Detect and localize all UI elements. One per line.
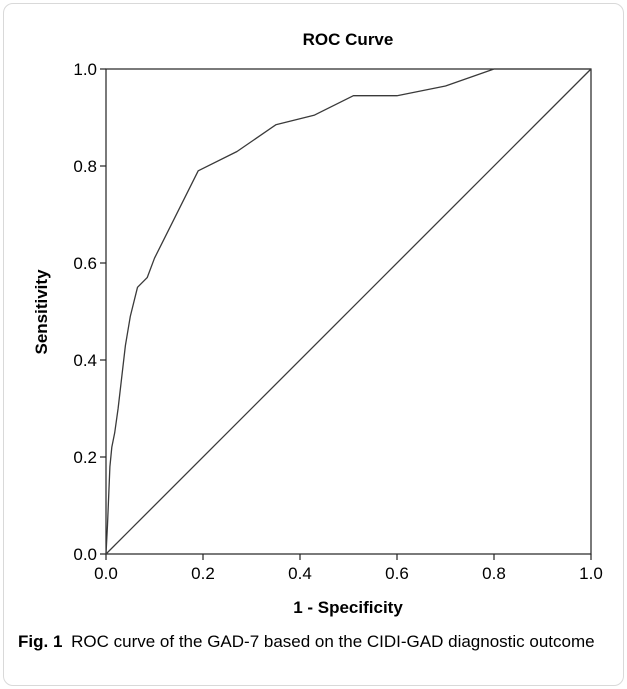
caption-text: ROC curve of the GAD-7 based on the CIDI… — [71, 632, 595, 651]
x-axis-ticks: 0.0 0.2 0.4 0.6 0.8 1.0 — [94, 554, 603, 583]
roc-chart: ROC Curve 0.00.20.40.60.81.0 0.0 0.2 0.4 0.… — [32, 30, 603, 617]
x-tick-label: 0.4 — [288, 564, 312, 583]
figure-caption: Fig. 1 ROC curve of the GAD-7 based on t… — [18, 629, 608, 655]
y-tick-label: 0.6 — [73, 254, 97, 273]
reference-diagonal-line — [105, 68, 592, 555]
y-tick-label: 0.2 — [73, 448, 97, 467]
plot-area — [105, 68, 592, 555]
x-tick-label: 0.6 — [385, 564, 409, 583]
roc-curve-line — [105, 68, 591, 555]
x-tick-label: 1.0 — [579, 564, 603, 583]
x-tick-label: 0.0 — [94, 564, 118, 583]
x-tick-label: 0.8 — [482, 564, 506, 583]
y-axis-ticks: 0.0 0.2 0.4 0.6 0.8 1.0 — [73, 60, 106, 564]
y-tick-label: 0.4 — [73, 351, 97, 370]
chart-title: ROC Curve — [303, 30, 394, 49]
y-tick-label: 0.8 — [73, 157, 97, 176]
y-axis-label: Sensitivity — [32, 269, 51, 355]
x-axis-label: 1 - Specificity — [293, 598, 403, 617]
x-tick-label: 0.2 — [191, 564, 215, 583]
series-layer — [105, 68, 592, 555]
y-tick-label: 0.0 — [73, 545, 97, 564]
caption-label: Fig. 1 — [18, 632, 63, 651]
y-tick-label: 1.0 — [73, 60, 97, 79]
